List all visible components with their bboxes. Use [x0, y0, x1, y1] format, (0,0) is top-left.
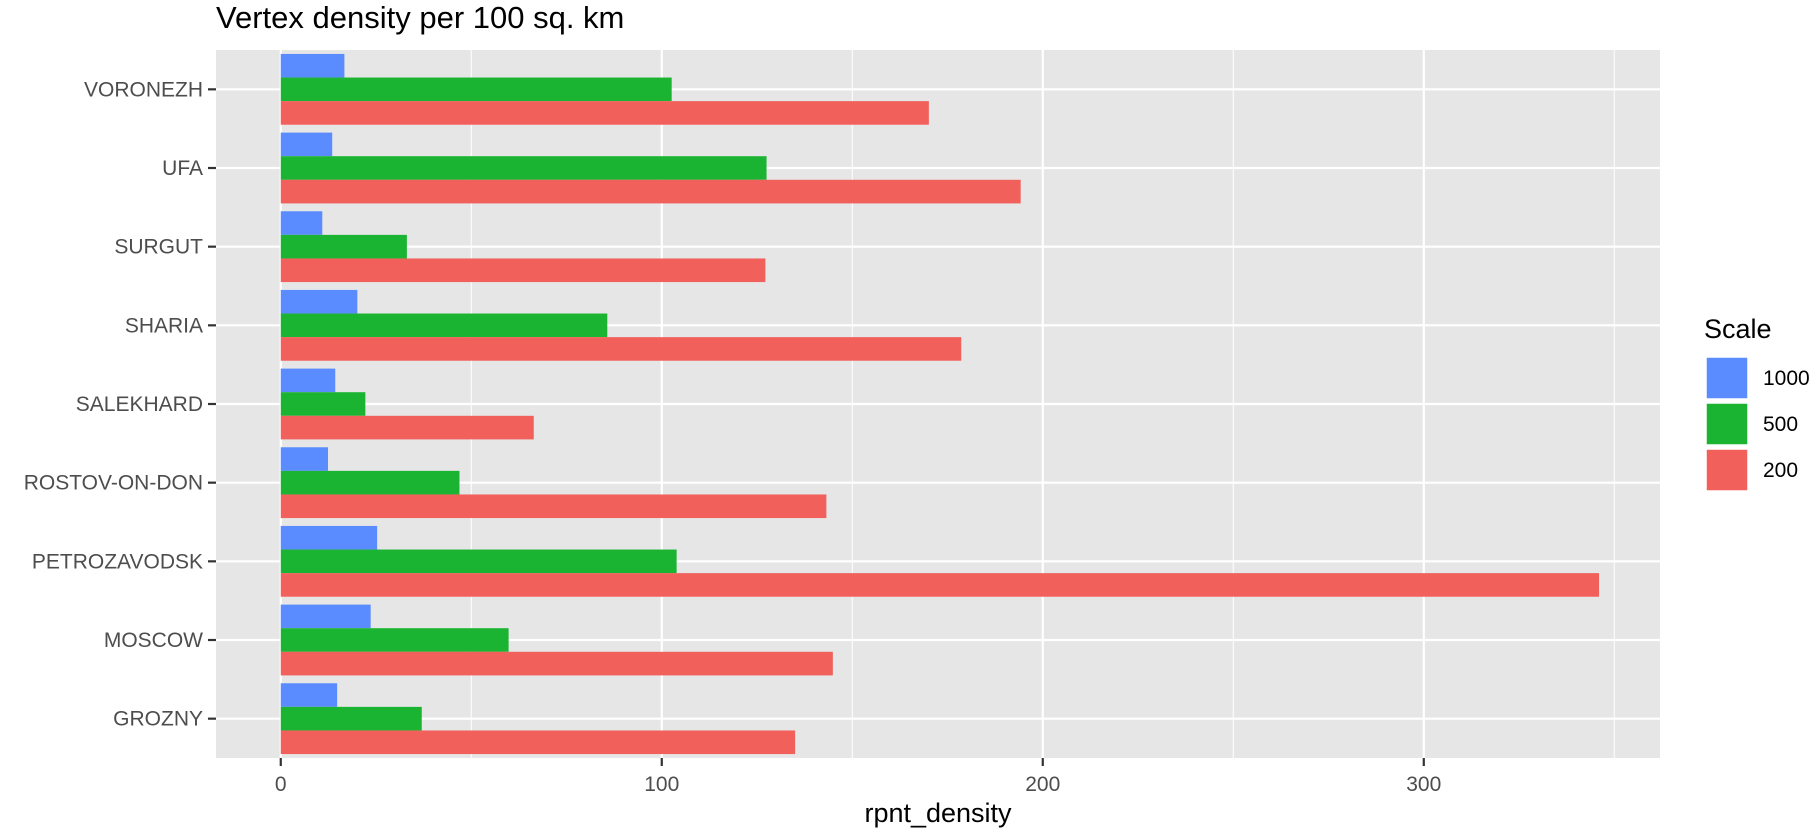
x-tick-label: 100 [644, 773, 679, 796]
y-tick-label: PETROZAVODSK [32, 550, 203, 573]
bar-salekhard-500 [280, 392, 366, 416]
legend-label-1000: 1000 [1763, 367, 1810, 390]
y-tick-label: VORONEZH [84, 78, 203, 101]
chart-title: Vertex density per 100 sq. km [216, 0, 624, 35]
bar-petrozavodsk-200 [280, 573, 1600, 597]
legend-label-200: 200 [1763, 459, 1798, 482]
bar-rostov-on-don-1000 [280, 447, 329, 471]
bar-sharia-500 [280, 313, 608, 338]
bar-sharia-200 [280, 337, 962, 361]
bar-moscow-500 [280, 628, 509, 652]
bar-voronezh-500 [280, 77, 672, 102]
bar-petrozavodsk-500 [280, 549, 677, 574]
bar-salekhard-1000 [280, 368, 336, 393]
y-tick-label: UFA [162, 157, 203, 180]
legend-items: 1000 500 200 [1705, 356, 1810, 492]
bar-voronezh-200 [280, 101, 929, 125]
legend-key-1000 [1705, 356, 1749, 400]
y-tick-label: GROZNY [113, 708, 203, 731]
bar-grozny-200 [280, 730, 796, 755]
bar-surgut-200 [280, 258, 766, 283]
bar-salekhard-200 [280, 415, 534, 440]
legend-key-200 [1705, 448, 1749, 492]
y-tick-label: ROSTOV-ON-DON [24, 472, 203, 495]
bar-grozny-500 [280, 706, 422, 731]
bar-surgut-1000 [280, 211, 323, 235]
x-tick-label: 300 [1406, 773, 1441, 796]
bar-moscow-1000 [280, 604, 371, 629]
bar-surgut-500 [280, 234, 407, 259]
y-tick-label: SALEKHARD [76, 393, 203, 416]
bar-rostov-on-don-500 [280, 470, 460, 495]
bar-rostov-on-don-200 [280, 494, 827, 519]
bar-ufa-200 [280, 179, 1021, 204]
bar-voronezh-1000 [280, 53, 345, 78]
x-tick-label: 0 [275, 773, 287, 796]
bar-sharia-1000 [280, 289, 358, 314]
y-axis: VORONEZH UFA SURGUT SHARIA SALEKHARD ROSTOV-O… [24, 78, 216, 731]
bar-ufa-1000 [280, 132, 333, 157]
bar-moscow-200 [280, 651, 833, 676]
y-tick-label: MOSCOW [104, 629, 203, 652]
legend: Scale 1000 500 200 [1704, 314, 1810, 492]
y-tick-label: SURGUT [114, 236, 203, 259]
x-axis: 0 100 200 300 [275, 758, 1441, 796]
legend-label-500: 500 [1763, 413, 1798, 436]
bars [280, 53, 1600, 755]
legend-key-500 [1705, 402, 1749, 446]
bar-petrozavodsk-1000 [280, 525, 378, 550]
x-tick-label: 200 [1025, 773, 1060, 796]
legend-title: Scale [1704, 314, 1772, 344]
bar-grozny-1000 [280, 683, 338, 707]
bar-ufa-500 [280, 156, 767, 180]
y-tick-label: SHARIA [125, 314, 203, 337]
x-axis-title: rpnt_density [864, 798, 1012, 828]
